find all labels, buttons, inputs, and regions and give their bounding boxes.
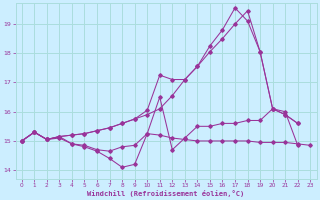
X-axis label: Windchill (Refroidissement éolien,°C): Windchill (Refroidissement éolien,°C) — [87, 190, 245, 197]
